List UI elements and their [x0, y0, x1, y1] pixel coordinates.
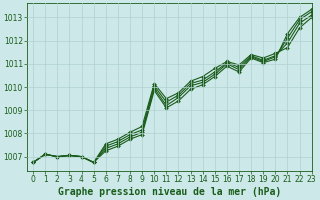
X-axis label: Graphe pression niveau de la mer (hPa): Graphe pression niveau de la mer (hPa)	[58, 186, 281, 197]
